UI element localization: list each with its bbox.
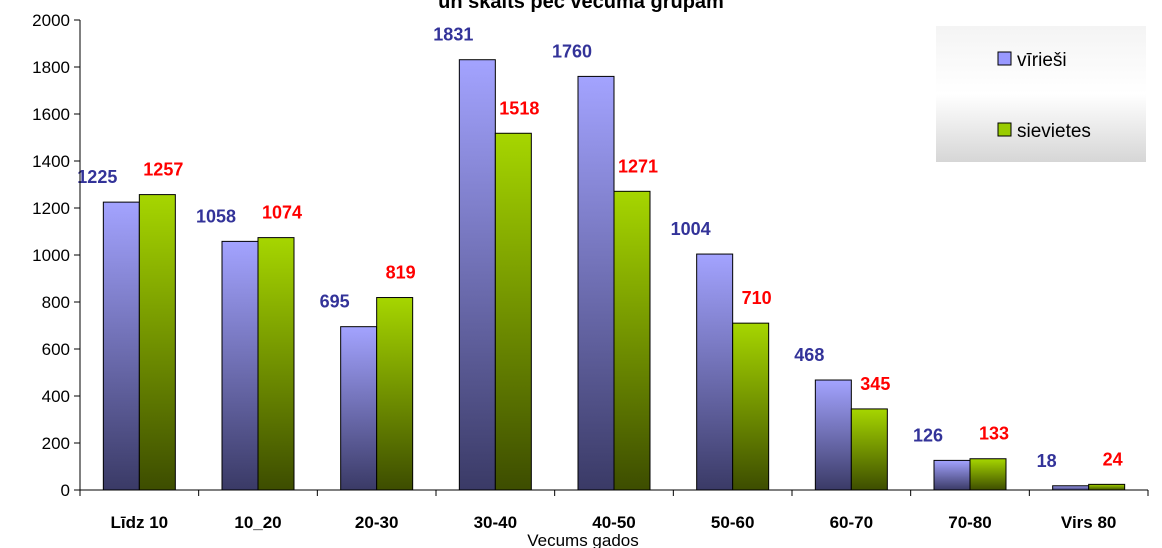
data-label-virieti: 126 — [913, 425, 943, 445]
y-tick-label: 2000 — [32, 11, 70, 30]
x-category-label: 40-50 — [592, 513, 635, 532]
bar-virieti — [577, 75, 615, 491]
data-label-sievietes: 710 — [742, 288, 772, 308]
data-labels: 1225 1058 695 1831 1760 1004 468 126 18 1257 1074 8… — [77, 25, 1122, 471]
bar-virieti — [340, 326, 378, 491]
data-label-virieti: 1004 — [671, 219, 711, 239]
legend-swatch-virieti — [997, 51, 1012, 66]
bar-sievietes — [613, 190, 651, 491]
x-category-label: Līdz 10 — [111, 513, 169, 532]
bar-sievietes — [494, 132, 532, 491]
data-label-virieti: 468 — [794, 345, 824, 365]
bar-sievietes — [257, 237, 295, 491]
data-label-virieti: 695 — [320, 292, 350, 312]
bar-sievietes — [1088, 483, 1126, 491]
legend-box — [936, 26, 1146, 162]
data-label-virieti: 1831 — [433, 25, 473, 45]
bar-virieti — [221, 240, 259, 491]
y-tick-label: 400 — [42, 387, 70, 406]
bar-virieti — [814, 379, 852, 491]
x-category-label: Virs 80 — [1061, 513, 1116, 532]
y-tick-label: 1400 — [32, 152, 70, 171]
data-label-sievietes: 24 — [1103, 449, 1123, 469]
x-category-label: 70-80 — [948, 513, 991, 532]
y-tick-label: 200 — [42, 434, 70, 453]
data-label-virieti: 1225 — [77, 167, 117, 187]
y-tick-label: 1800 — [32, 58, 70, 77]
y-tick-label: 800 — [42, 293, 70, 312]
legend-label-virieti: vīrieši — [1017, 50, 1067, 71]
data-label-virieti: 1760 — [552, 41, 592, 61]
data-label-virieti: 18 — [1037, 451, 1057, 471]
chart-title: un skaits pēc vecuma grupām — [438, 0, 724, 13]
x-category-label: 20-30 — [355, 513, 398, 532]
bar-sievietes — [969, 458, 1007, 491]
y-tick-label: 1200 — [32, 199, 70, 218]
y-tick-label: 1600 — [32, 105, 70, 124]
bar-virieti — [102, 201, 140, 491]
x-axis-title: Vecums gados — [527, 531, 639, 548]
data-label-sievietes: 1271 — [618, 156, 658, 176]
x-axis-ticks: Līdz 10 10_20 20-30 30-40 40-50 50-60 60-70 70-… — [79, 490, 1149, 532]
data-label-sievietes: 345 — [860, 374, 890, 394]
x-category-label: 30-40 — [474, 513, 517, 532]
data-label-sievietes: 133 — [979, 424, 1009, 444]
data-label-sievietes: 1518 — [499, 98, 539, 118]
x-category-label: 60-70 — [830, 513, 873, 532]
bar-virieti — [933, 459, 971, 491]
legend: vīrieši sievietes — [936, 26, 1146, 162]
y-tick-label: 0 — [61, 481, 70, 500]
bar-virieti — [696, 253, 734, 491]
bar-sievietes — [732, 322, 770, 491]
data-label-sievietes: 819 — [386, 263, 416, 283]
x-category-label: 10_20 — [234, 513, 281, 532]
bar-sievietes — [850, 408, 888, 491]
data-label-sievietes: 1074 — [262, 203, 302, 223]
bar-virieti — [458, 59, 496, 491]
y-tick-label: 1000 — [32, 246, 70, 265]
bar-virieti — [1052, 485, 1090, 491]
bar-sievietes — [376, 297, 414, 491]
y-axis-ticks: 0 200 400 600 800 1000 1200 1400 1600 1800 2000 — [32, 11, 80, 500]
legend-label-sievietes: sievietes — [1017, 121, 1091, 142]
legend-swatch-sievietes — [997, 122, 1012, 137]
x-category-label: 50-60 — [711, 513, 754, 532]
data-label-virieti: 1058 — [196, 206, 236, 226]
bar-sievietes — [138, 194, 176, 491]
data-label-sievietes: 1257 — [143, 160, 183, 180]
y-tick-label: 600 — [42, 340, 70, 359]
